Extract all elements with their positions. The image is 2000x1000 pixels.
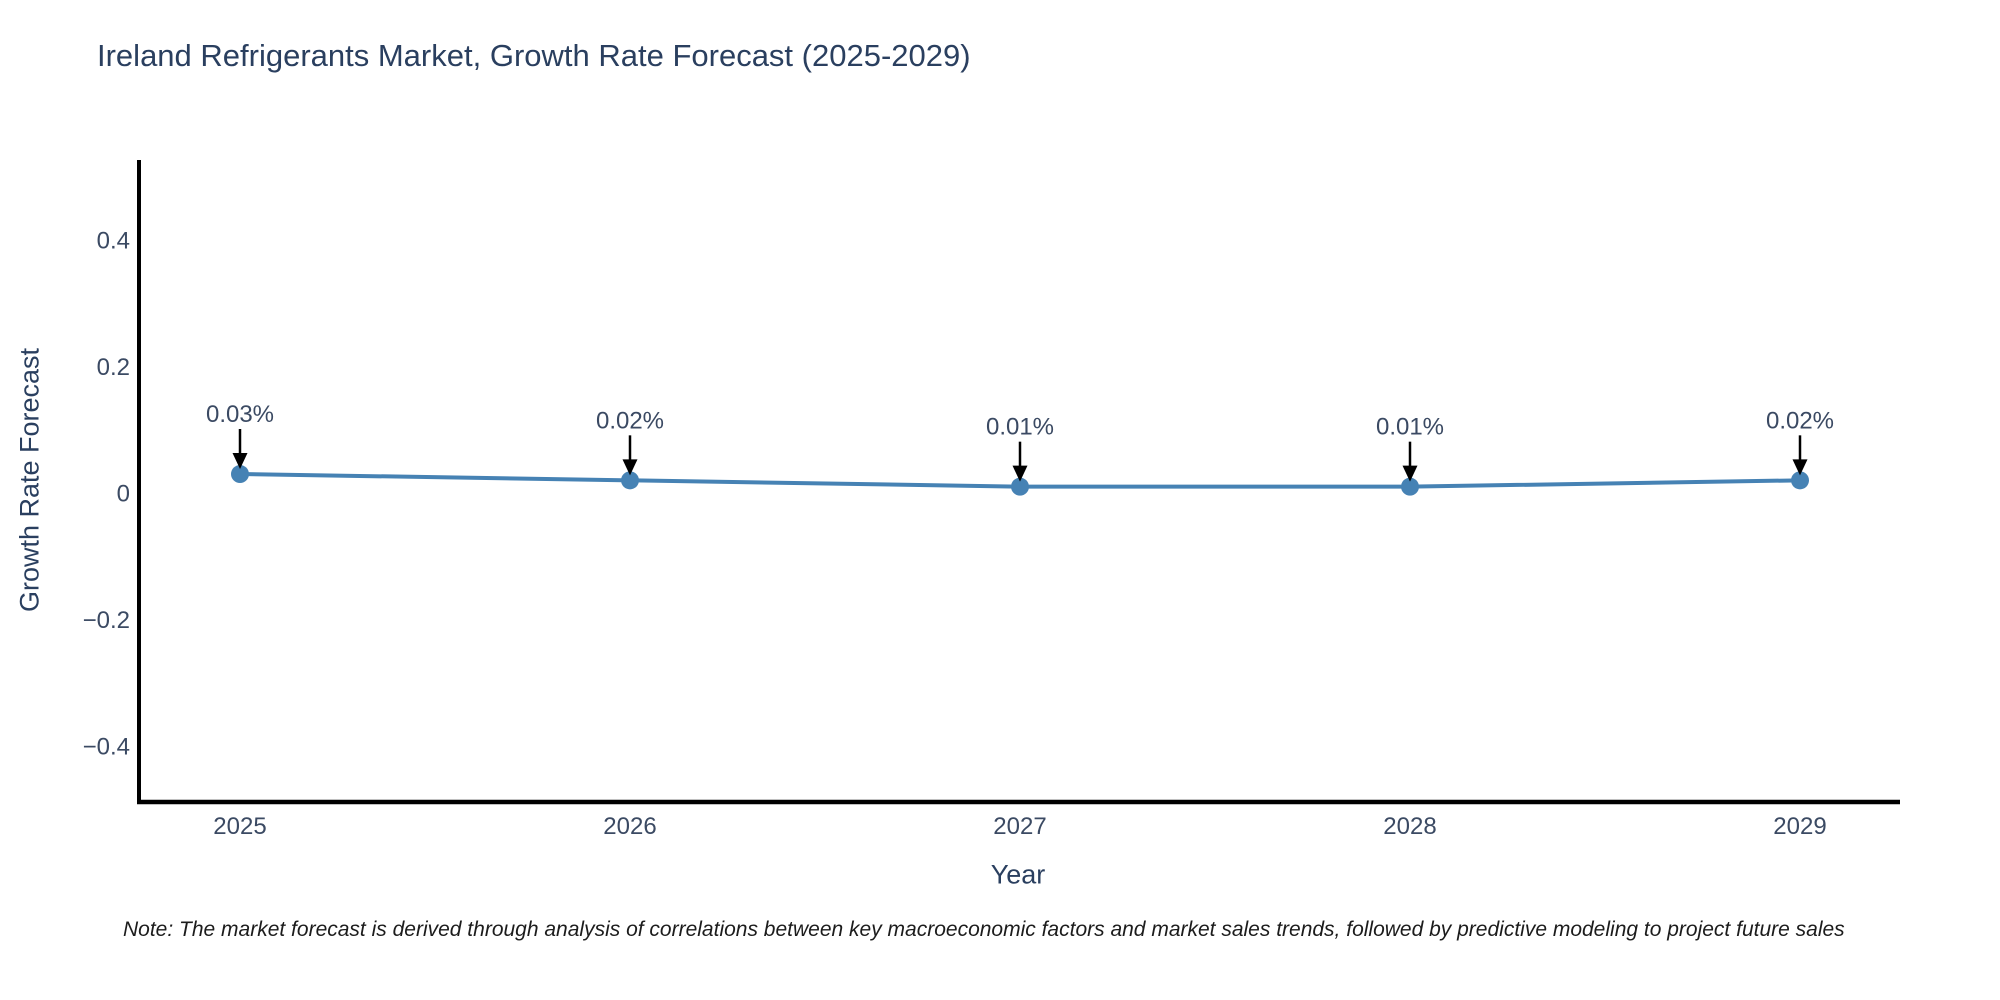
footnote: Note: The market forecast is derived thr…	[123, 918, 1845, 941]
data-point-2028[interactable]	[1401, 477, 1419, 496]
annotation-label: 0.03%	[206, 401, 274, 428]
y-tick-label: 0.2	[97, 354, 130, 381]
chart-title: Ireland Refrigerants Market, Growth Rate…	[97, 38, 971, 73]
annotation-label: 0.02%	[1766, 407, 1834, 434]
data-point-2029[interactable]	[1791, 471, 1809, 490]
annotation-arrow-head-icon	[232, 453, 248, 470]
annotation-label: 0.01%	[986, 414, 1054, 441]
y-tick-label: 0.4	[97, 227, 130, 254]
x-tick-label: 2025	[213, 813, 266, 840]
annotation-arrow-head-icon	[1012, 465, 1028, 482]
y-tick-label: −0.4	[83, 734, 130, 761]
y-tick-label: −0.2	[83, 607, 130, 634]
x-axis-title: Year	[990, 859, 1046, 890]
data-point-2025[interactable]	[231, 465, 249, 484]
data-point-2026[interactable]	[621, 471, 639, 490]
annotation-label: 0.02%	[596, 407, 664, 434]
x-tick-label: 2026	[603, 813, 656, 840]
annotation-label: 0.01%	[1376, 414, 1444, 441]
y-tick-label: 0	[117, 481, 130, 508]
annotation-arrow-head-icon	[622, 459, 638, 476]
x-tick-label: 2028	[1383, 813, 1436, 840]
annotation-arrow-head-icon	[1402, 465, 1418, 482]
annotation-arrow-head-icon	[1792, 459, 1808, 476]
data-point-2027[interactable]	[1011, 477, 1029, 496]
x-tick-label: 2029	[1773, 813, 1826, 840]
x-tick-label: 2027	[993, 813, 1046, 840]
